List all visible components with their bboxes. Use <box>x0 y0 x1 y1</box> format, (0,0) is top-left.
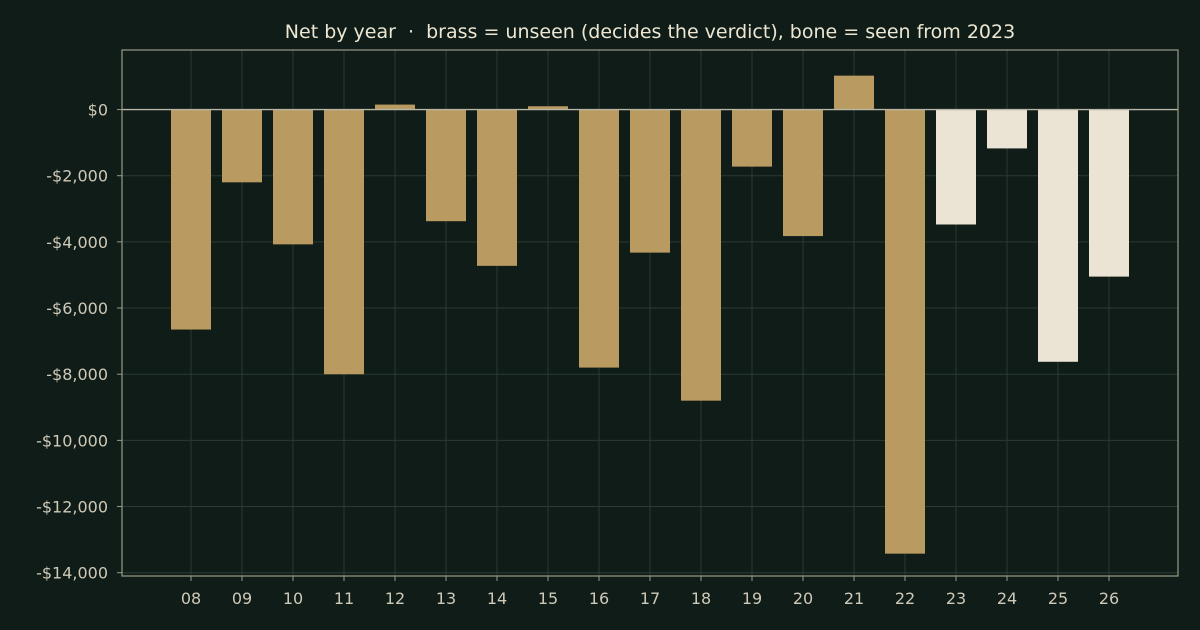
y-tick-label: -$14,000 <box>36 564 108 583</box>
y-tick-label: $0 <box>88 101 108 120</box>
x-tick-label: 17 <box>640 589 660 608</box>
x-tick-label: 22 <box>895 589 915 608</box>
x-tick-label: 11 <box>334 589 354 608</box>
x-tick-label: 15 <box>538 589 558 608</box>
bar-unseen <box>783 109 823 237</box>
bar-unseen <box>222 109 262 183</box>
x-tick-label: 18 <box>691 589 711 608</box>
bar-unseen <box>477 109 517 266</box>
x-tick-label: 24 <box>997 589 1017 608</box>
bar-seen <box>987 109 1027 149</box>
chart-title: Net by year · brass = unseen (decides th… <box>285 21 1015 43</box>
y-tick-label: -$10,000 <box>36 431 108 450</box>
y-tick-label: -$2,000 <box>46 167 108 186</box>
x-tick-label: 10 <box>283 589 303 608</box>
bar-unseen <box>885 109 925 554</box>
x-tick-label: 16 <box>589 589 609 608</box>
bar-unseen <box>681 109 721 401</box>
x-tick-label: 19 <box>742 589 762 608</box>
bar-seen <box>1089 109 1129 277</box>
x-tick-label: 20 <box>793 589 813 608</box>
bar-unseen <box>630 109 670 253</box>
bar-unseen <box>579 109 619 368</box>
x-tick-label: 12 <box>385 589 405 608</box>
bar-seen <box>1038 109 1078 362</box>
bar-unseen <box>273 109 313 245</box>
y-tick-label: -$6,000 <box>46 299 108 318</box>
x-tick-label: 25 <box>1048 589 1068 608</box>
bar-unseen <box>834 75 874 110</box>
bar-unseen <box>528 106 568 110</box>
bar-unseen <box>324 109 364 375</box>
x-tick-label: 21 <box>844 589 864 608</box>
bar-unseen <box>375 104 415 110</box>
y-axis-ticks: $0 -$2,000 -$4,000 -$6,000 -$8,000 -$10,000 -$… <box>36 101 122 583</box>
x-tick-label: 23 <box>946 589 966 608</box>
x-tick-label: 08 <box>181 589 201 608</box>
x-tick-label: 26 <box>1099 589 1119 608</box>
y-tick-label: -$8,000 <box>46 365 108 384</box>
x-tick-label: 14 <box>487 589 507 608</box>
bar-unseen <box>426 109 466 222</box>
y-tick-label: -$4,000 <box>46 233 108 252</box>
bar-unseen <box>732 109 772 167</box>
bar-seen <box>936 109 976 225</box>
x-axis-ticks: 08 09 10 11 12 13 14 15 16 17 18 19 20 21 22 23 24 25 26 <box>181 576 1119 608</box>
bar-unseen <box>171 109 211 330</box>
x-tick-label: 09 <box>232 589 252 608</box>
x-tick-label: 13 <box>436 589 456 608</box>
bars <box>171 75 1129 554</box>
y-tick-label: -$12,000 <box>36 498 108 517</box>
